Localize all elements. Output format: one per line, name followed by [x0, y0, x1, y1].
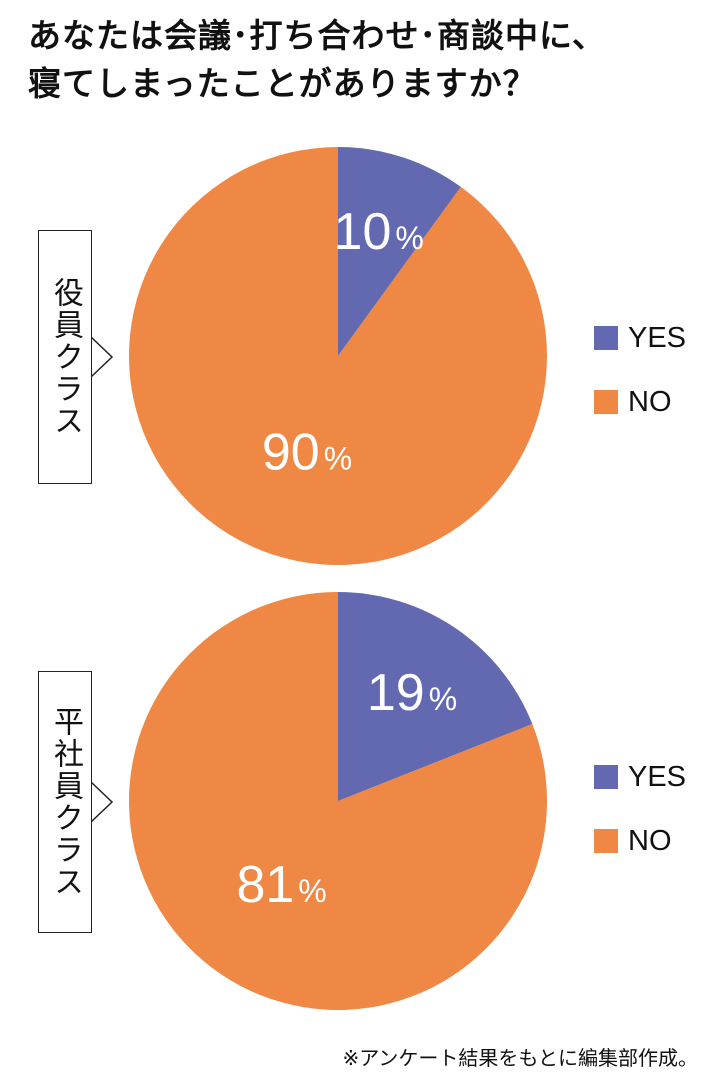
pie-slice-no: [128, 592, 548, 1010]
legend-label-no: NO: [628, 386, 672, 418]
pie-chart-staff: 19% 81% 平社員クラス YES NO: [0, 585, 710, 1025]
legend-label-yes: YES: [628, 322, 687, 354]
chart-title: あなたは会議･打ち合わせ･商談中に、 寝てしまったことがありますか？: [28, 12, 698, 108]
legend-swatch-no: [594, 390, 618, 414]
footnote: ※アンケート結果をもとに編集部作成。: [342, 1046, 698, 1070]
pie-chart-executive: 10% 90% 役員クラス YES NO: [0, 140, 710, 580]
callout-pointer: [90, 781, 114, 823]
slice-value-label: 19%: [367, 664, 457, 722]
callout-pointer: [90, 336, 114, 378]
slice-value-label: 90%: [262, 423, 352, 481]
legend-label-no: NO: [628, 825, 672, 857]
group-label: 平社員クラス: [48, 706, 83, 898]
title-line-2: 寝てしまったことがありますか？: [28, 64, 537, 103]
group-label: 役員クラス: [48, 277, 83, 437]
pie-slice-no: [128, 147, 547, 565]
pie-slice-yes: [338, 147, 461, 356]
pie-slice-yes: [338, 592, 533, 801]
legend-swatch-yes: [594, 765, 618, 789]
callout-box: 役員クラス: [38, 230, 92, 484]
callout-box: 平社員クラス: [38, 671, 92, 933]
legend-label-yes: YES: [628, 761, 687, 793]
pie-svg: 10 % 90%: [90, 147, 547, 565]
legend-swatch-yes: [594, 326, 618, 350]
legend-swatch-no: [594, 829, 618, 853]
slice-value-label: 10%: [334, 203, 424, 261]
slice-value-label: 81%: [236, 856, 326, 914]
title-line-1: あなたは会議･打ち合わせ･商談中に、: [28, 16, 607, 55]
pie-svg: 19 % 81%: [90, 592, 548, 1010]
